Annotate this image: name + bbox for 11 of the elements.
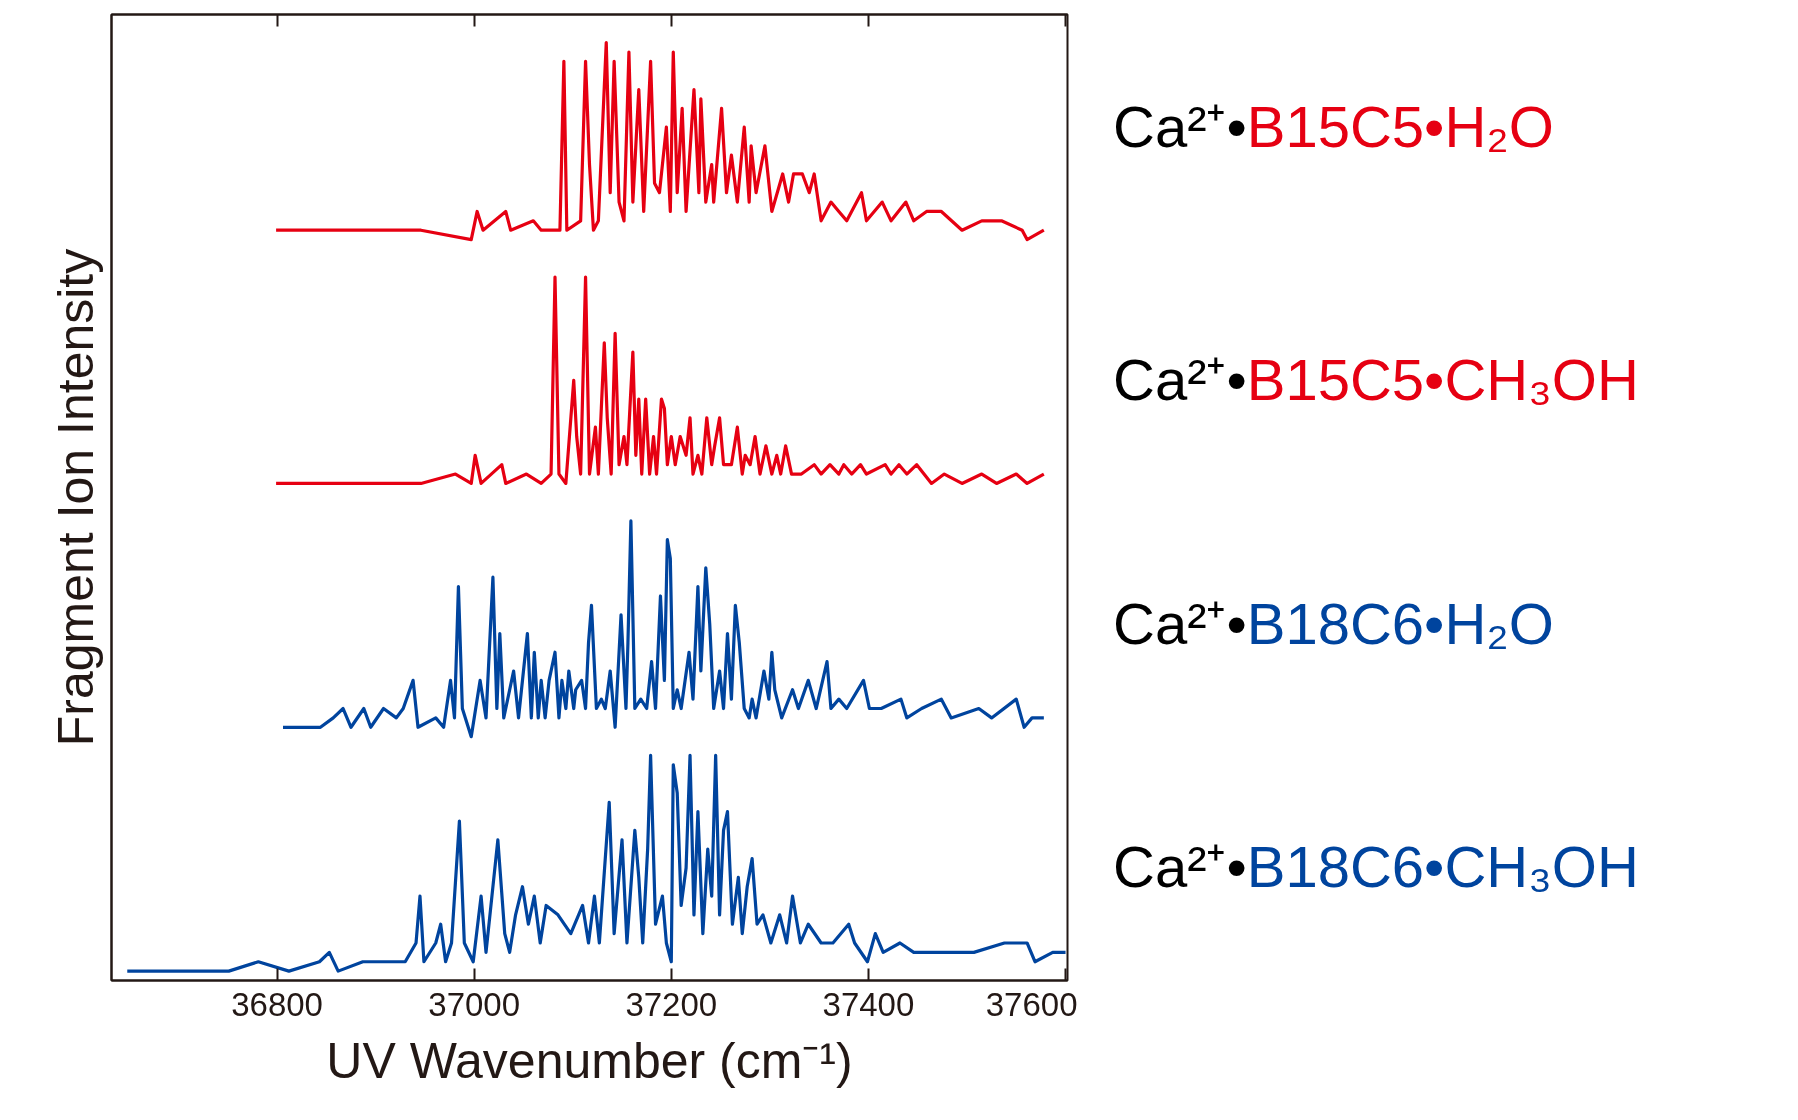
x-tick-label: 37200 [625,985,718,1023]
x-axis-title: UV Wavenumber (cm⁻¹) [326,1032,853,1089]
series-label: Ca²⁺•B18C6•CH₃OH [1113,834,1639,900]
series-label: Ca²⁺•B15C5•CH₃OH [1113,347,1639,413]
x-tick-label: 37000 [428,985,521,1023]
y-axis-title: Fragment Ion Intensity [47,248,104,747]
series-label: Ca²⁺•B15C5•H₂O [1113,94,1554,160]
x-tick-label: 37400 [822,985,915,1023]
x-tick-label: 36800 [231,985,323,1023]
x-tick-label: 37600 [985,985,1078,1023]
series-label: Ca²⁺•B18C6•H₂O [1113,591,1554,657]
